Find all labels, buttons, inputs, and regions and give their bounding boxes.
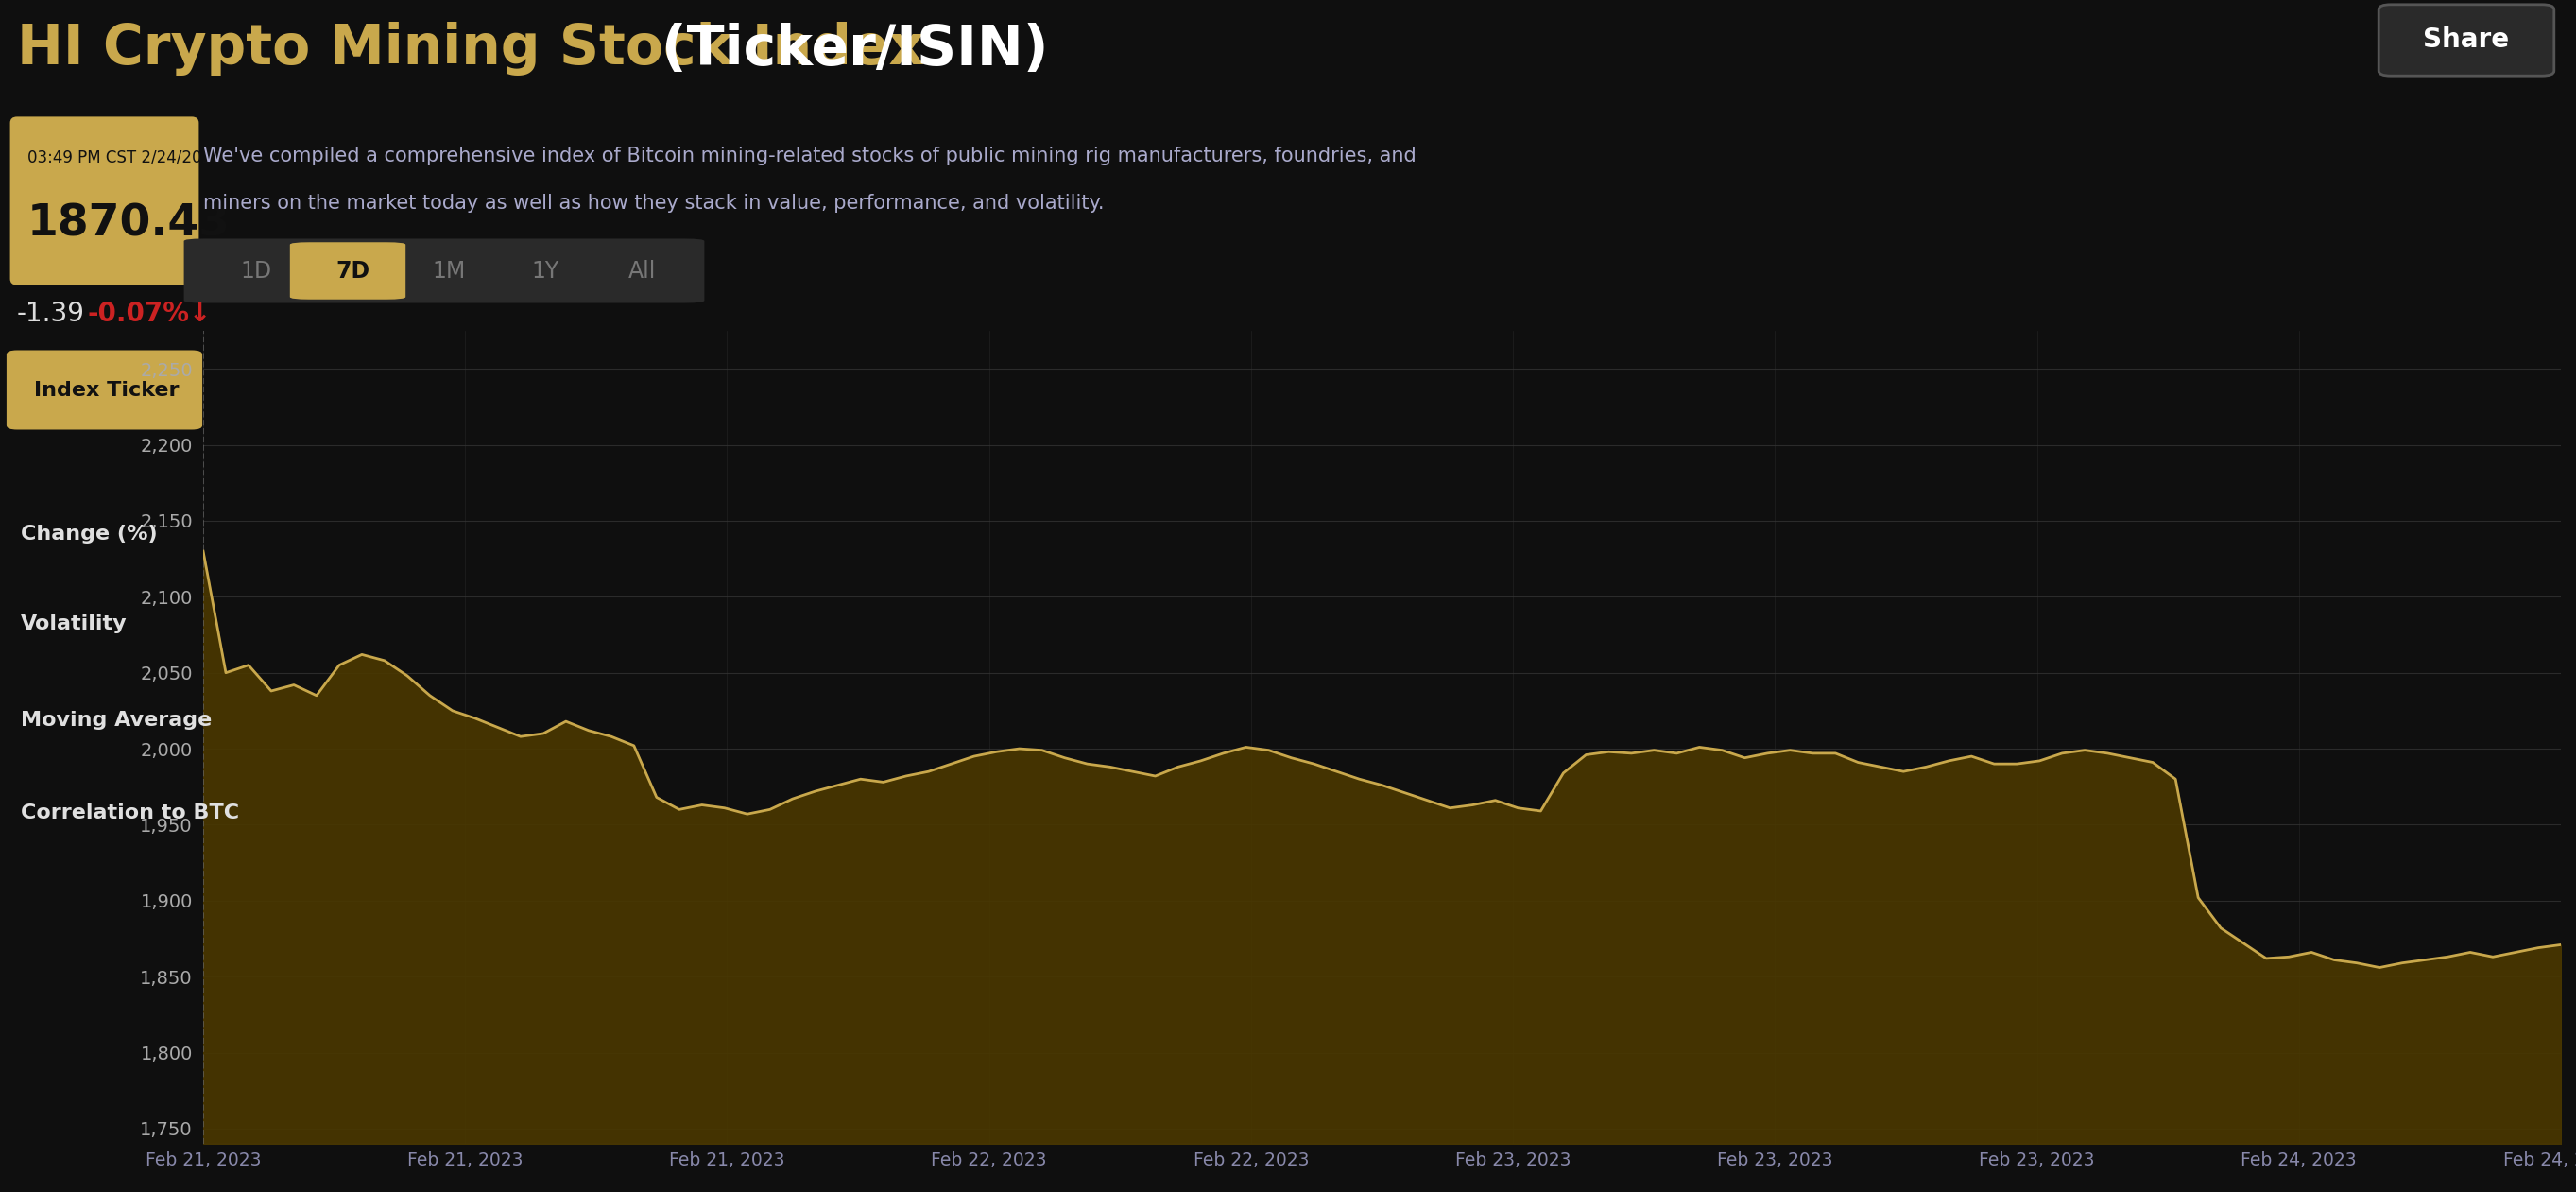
Text: Index Ticker: Index Ticker [33,380,180,399]
FancyBboxPatch shape [291,242,404,299]
Text: 03:49 PM CST 2/24/2023: 03:49 PM CST 2/24/2023 [28,149,222,166]
Text: Change (%): Change (%) [21,524,157,544]
Text: -0.07%↓: -0.07%↓ [88,300,211,327]
Text: Volatility: Volatility [21,614,126,633]
Text: 1D: 1D [240,260,273,283]
FancyBboxPatch shape [10,117,198,285]
Text: All: All [629,260,657,283]
FancyBboxPatch shape [8,350,204,429]
Text: -1.39: -1.39 [18,300,85,327]
Text: We've compiled a comprehensive index of Bitcoin mining-related stocks of public : We've compiled a comprehensive index of … [204,147,1417,166]
Text: Moving Average: Moving Average [21,710,211,730]
Text: 1M: 1M [433,260,466,283]
Text: 7D: 7D [335,260,368,283]
Text: 1Y: 1Y [531,260,559,283]
Text: Share: Share [2424,27,2509,54]
Text: miners on the market today as well as how they stack in value, performance, and : miners on the market today as well as ho… [204,194,1105,212]
Text: HI Crypto Mining Stock Index: HI Crypto Mining Stock Index [18,23,943,76]
Text: Correlation to BTC: Correlation to BTC [21,803,240,822]
Text: (Ticker/ISIN): (Ticker/ISIN) [662,23,1048,76]
FancyBboxPatch shape [2378,5,2553,76]
FancyBboxPatch shape [183,238,703,303]
Text: 1870.43: 1870.43 [28,203,232,246]
